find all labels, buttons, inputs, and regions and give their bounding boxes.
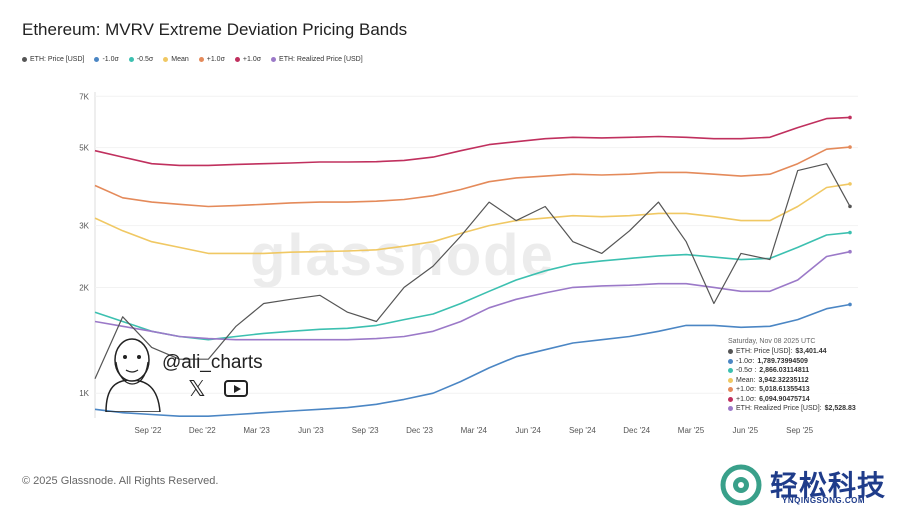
tooltip-value: $3,401.44 <box>795 348 827 355</box>
tooltip-label: +1.0σ: <box>736 395 757 403</box>
tooltip-dot <box>728 396 733 402</box>
x-tick-label: Mar '23 <box>243 426 270 435</box>
legend-item[interactable]: ETH: Price [USD] <box>22 56 84 63</box>
legend-dot <box>128 57 134 62</box>
x-tick-label: Sep '25 <box>786 426 813 435</box>
tooltip-row: Mean: 3,942.32235112 <box>728 376 860 386</box>
x-tick-label: Dec '22 <box>189 426 216 435</box>
tooltip-value: 2,866.03114811 <box>759 367 810 374</box>
series-line <box>94 146 851 208</box>
y-tick-label: 1K <box>79 389 89 398</box>
tooltip-label: +1.0σ: <box>736 386 757 393</box>
series-end-point <box>848 249 852 254</box>
series-line <box>94 163 851 379</box>
x-tick-label: Dec '23 <box>406 426 433 435</box>
legend-dot <box>234 57 240 62</box>
legend-dot <box>198 57 204 62</box>
tooltip-value: 5,018.61355413 <box>759 386 810 393</box>
logo-icon <box>720 464 762 506</box>
series-end-point <box>848 182 852 186</box>
tooltip-dot <box>728 377 733 383</box>
y-tick-label: 2K <box>79 283 89 292</box>
y-tick-label: 7K <box>79 92 89 101</box>
x-tick-label: Mar '24 <box>461 426 488 435</box>
legend-dot <box>271 57 277 62</box>
x-tick-label: Sep '22 <box>135 426 162 435</box>
tooltip-dot <box>728 358 733 364</box>
tooltip-label: ETH: Price [USD]: <box>736 348 793 355</box>
x-tick-label: Jun '25 <box>733 426 759 435</box>
legend-label: ETH: Realized Price [USD] <box>279 56 363 63</box>
tooltip-value: 6,094.90475714 <box>759 395 810 403</box>
tooltip-label: Mean: <box>736 376 756 384</box>
avatar <box>105 338 161 413</box>
series-line <box>94 231 851 341</box>
youtube-icon <box>224 380 248 397</box>
x-tick-label: Dec '24 <box>623 426 650 435</box>
legend-label: +1.0σ <box>206 56 225 63</box>
logo-subtext: YNQINGSONG.COM <box>782 496 866 505</box>
y-tick-label: 5K <box>79 144 89 153</box>
series-line <box>94 183 851 255</box>
tooltip-label: -0.5σ : <box>736 367 757 374</box>
legend-dot <box>22 57 27 62</box>
tooltip-row: +1.0σ: 5,018.61355413 <box>728 385 860 395</box>
legend-item[interactable]: +1.0σ <box>198 56 225 63</box>
legend-item[interactable]: +1.0σ <box>234 56 262 63</box>
x-tick-label: Sep '23 <box>352 426 379 435</box>
x-logo-icon: 𝕏 <box>188 376 206 401</box>
tooltip: Saturday, Nov 08 2025 UTC ETH: Price [US… <box>724 335 864 417</box>
series-line <box>94 116 851 167</box>
series-end-point <box>848 230 852 235</box>
tooltip-value: 1,789.73994509 <box>757 357 808 365</box>
footer-copyright: © 2025 Glassnode. All Rights Reserved. <box>22 475 219 487</box>
tooltip-dot <box>728 349 733 355</box>
tooltip-date: Saturday, Nov 08 2025 UTC <box>728 338 816 345</box>
legend-dot <box>163 57 169 62</box>
series-end-point <box>848 145 852 149</box>
tooltip-row: ETH: Price [USD]: $3,401.44 <box>728 347 860 357</box>
legend-item[interactable]: Mean <box>163 56 189 63</box>
series-end-point <box>848 204 852 209</box>
legend-label: Mean <box>171 56 189 63</box>
tooltip-row: +1.0σ: 6,094.90475714 <box>728 395 860 405</box>
tooltip-label: ETH: Realized Price [USD]: <box>736 405 822 412</box>
logo-text: 轻松科技 <box>770 470 887 501</box>
series-end-point <box>848 302 852 307</box>
author-handle: @ali_charts <box>162 352 263 373</box>
tooltip-dot <box>728 368 733 374</box>
tooltip-row: -1.0σ: 1,789.73994509 <box>728 357 860 367</box>
series-end-point <box>848 115 852 120</box>
tooltip-label: -1.0σ: <box>736 357 755 365</box>
tooltip-dot <box>728 387 733 393</box>
x-tick-label: Jun '23 <box>298 426 324 435</box>
watermark: glassnode <box>250 223 555 288</box>
series-line <box>94 303 851 418</box>
author-overlay: @ali_charts 𝕏 <box>96 332 286 413</box>
tooltip-rows: ETH: Price [USD]: $3,401.44 -1.0σ: 1,789.… <box>728 347 860 414</box>
x-tick-label: Jun '24 <box>515 426 541 435</box>
tooltip-value: 3,942.32235112 <box>758 376 809 384</box>
legend-label: +1.0σ <box>242 56 262 63</box>
site-logo: 轻松科技 YNQINGSONG.COM <box>718 462 902 508</box>
legend-item[interactable]: -1.0σ <box>94 56 119 63</box>
x-tick-label: Sep '24 <box>569 426 596 435</box>
legend-label: -1.0σ <box>102 56 119 63</box>
legend: ETH: Price [USD] -1.0σ -0.5σ Mean +1.0σ +1.0σ… <box>22 56 363 63</box>
series-line <box>94 250 851 341</box>
x-tick-label: Mar '25 <box>678 426 705 435</box>
legend-dot <box>94 57 100 62</box>
tooltip-row: -0.5σ : 2,866.03114811 <box>728 366 860 376</box>
chart-title: Ethereum: MVRV Extreme Deviation Pricing… <box>22 20 408 39</box>
y-tick-label: 3K <box>79 222 89 231</box>
legend-item[interactable]: -0.5σ <box>128 56 154 63</box>
tooltip-value: $2,528.83 <box>824 405 856 412</box>
legend-label: ETH: Price [USD] <box>30 56 85 63</box>
tooltip-dot <box>728 406 733 412</box>
tooltip-row: ETH: Realized Price [USD]: $2,528.83 <box>728 404 860 414</box>
legend-item[interactable]: ETH: Realized Price [USD] <box>271 56 363 63</box>
legend-label: -0.5σ <box>136 56 154 63</box>
